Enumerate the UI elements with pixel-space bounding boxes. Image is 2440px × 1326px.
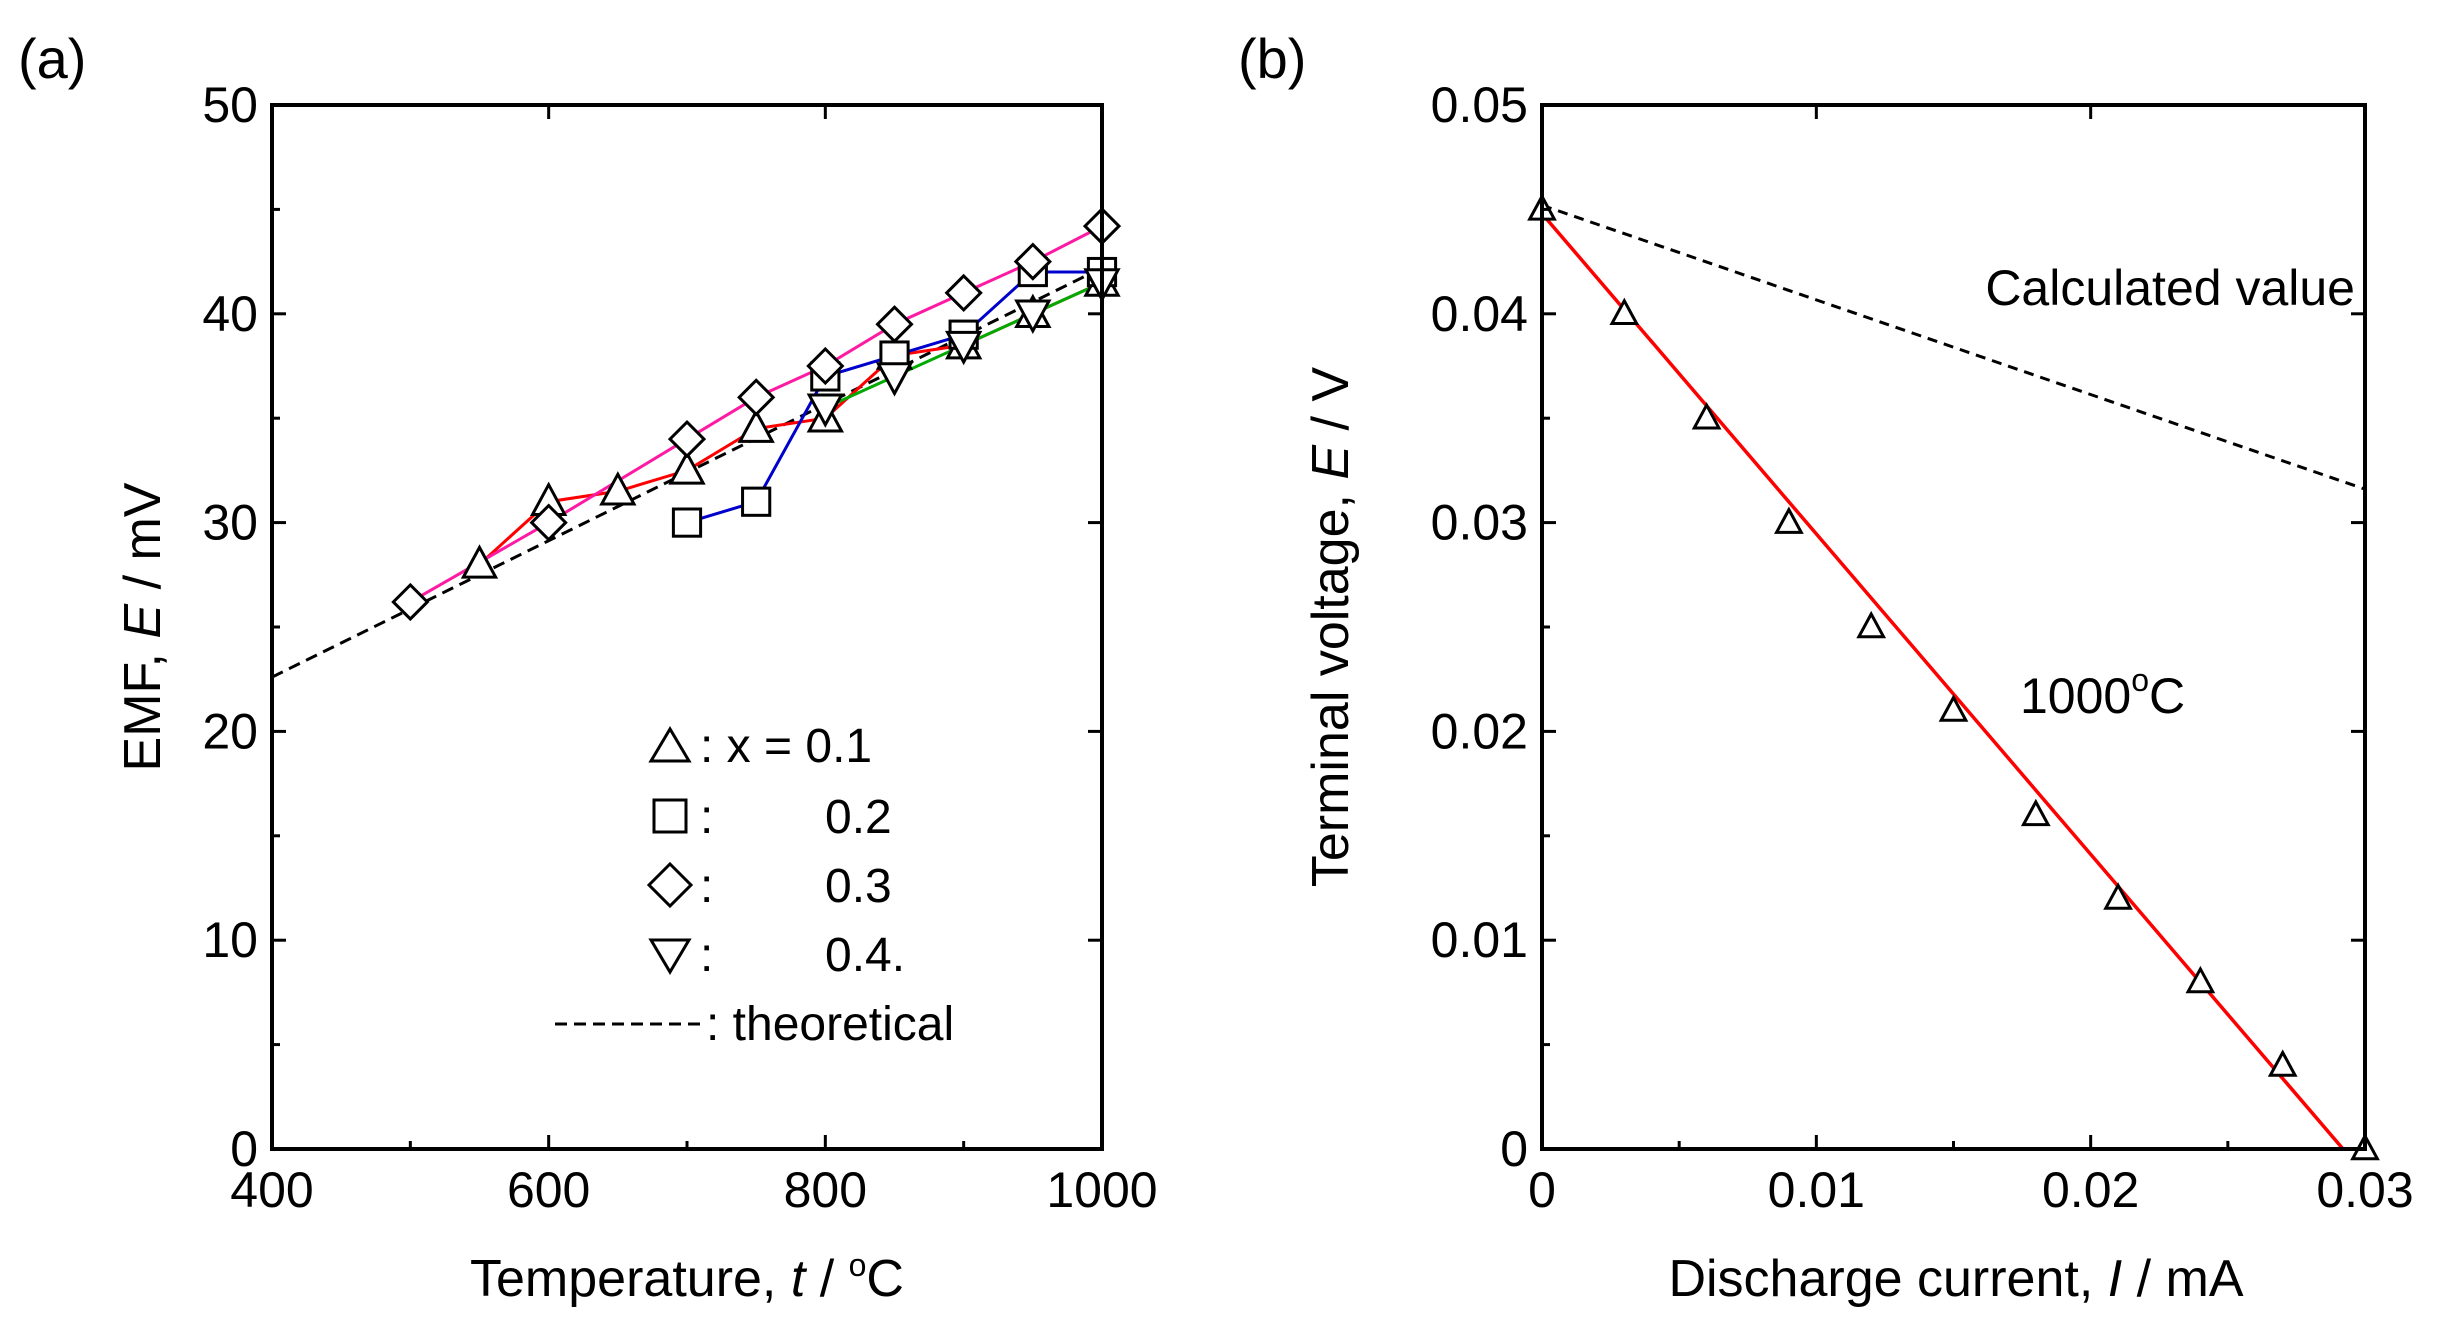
panel-b-y-axis-title: Terminal voltage, E / V <box>1302 367 1360 888</box>
series-3-point-0 <box>806 393 845 428</box>
series-0-point-3 <box>668 450 706 485</box>
legend-entry-4-value: 0.4. <box>825 929 905 982</box>
panel-b-label: (b) <box>1238 27 1306 90</box>
calculated-value-label: Calculated value <box>1985 260 2355 316</box>
panel-b-x-axis-title: Discharge current, I / mA <box>1668 1250 2243 1308</box>
b-y-tick-label-3: 0.03 <box>1431 495 1528 551</box>
panel-a: (a) 400 600 800 1000 0 10 20 30 40 50 Temperature… <box>18 27 1158 1308</box>
series-2-point-0 <box>391 582 430 622</box>
y-tick-label-30: 30 <box>202 495 258 551</box>
b-x-tick-label-0: 0 <box>1528 1162 1556 1218</box>
x-tick-label-800: 800 <box>784 1162 867 1218</box>
legend-entry-2-prefix: : <box>700 791 713 844</box>
measured-point-6 <box>2020 798 2051 827</box>
y-tick-label-40: 40 <box>202 286 258 342</box>
measured-point-9 <box>2267 1049 2298 1077</box>
measured-point-3 <box>1774 506 1804 534</box>
panel-a-x-axis-title: Temperature, t / oC <box>470 1247 904 1308</box>
legend-diamond-icon <box>646 861 694 909</box>
measured-point-4 <box>1856 610 1887 639</box>
b-x-tick-label-1: 0.01 <box>1768 1162 1865 1218</box>
series-3-point-3 <box>1014 299 1052 334</box>
measured-point-5 <box>1938 694 1969 722</box>
series-2-point-7 <box>1013 242 1052 281</box>
panel-a-label: (a) <box>18 27 86 90</box>
series-2-point-3 <box>737 378 776 417</box>
series-0-point-0 <box>460 544 499 579</box>
series-1-point-0 <box>671 507 703 538</box>
panel-a-plot-frame <box>270 103 1104 1151</box>
series-3-point-1 <box>875 362 914 397</box>
x-tick-label-400: 400 <box>230 1162 313 1218</box>
panel-b-lines <box>1540 203 2366 1151</box>
fit-line-1000C <box>1540 212 2345 1151</box>
measured-point-7 <box>2103 882 2133 910</box>
b-y-tick-label-4: 0.04 <box>1431 286 1528 342</box>
legend-entry-5: : theoretical <box>706 998 954 1051</box>
b-y-tick-label-5: 0.05 <box>1431 77 1528 133</box>
y-tick-label-20: 20 <box>202 703 258 759</box>
series-1-point-1 <box>741 486 772 517</box>
y-tick-label-0: 0 <box>230 1121 258 1177</box>
panel-a-legend: : x = 0.1 : 0.2 : 0.3 : 0.4. : theoretic… <box>555 720 954 1051</box>
legend-entry-2-value: 0.2 <box>825 791 892 844</box>
b-x-tick-label-2: 0.02 <box>2042 1162 2139 1218</box>
legend-entry-3-prefix: : <box>700 860 713 913</box>
panel-a-y-axis-title: EMF, E / mV <box>114 482 172 771</box>
legend-triangle-up-icon <box>648 726 692 763</box>
x-tick-label-600: 600 <box>507 1162 590 1218</box>
legend-square-icon <box>652 798 688 834</box>
series-0-point-2 <box>599 471 637 506</box>
panel-b-markers <box>1527 193 2380 1161</box>
calculated-value-line <box>1541 203 2366 491</box>
measured-point-2 <box>1691 402 1722 430</box>
legend-triangle-down-icon <box>648 938 692 975</box>
temperature-label: 1000oC <box>2020 662 2185 724</box>
series-2-point-1 <box>529 503 568 542</box>
legend-entry-1: : x = 0.1 <box>700 720 872 773</box>
b-y-tick-label-2: 0.02 <box>1431 703 1528 759</box>
measured-point-8 <box>2185 965 2216 994</box>
measured-point-1 <box>1609 297 1640 326</box>
series-2-point-5 <box>875 305 914 344</box>
series-0-point-4 <box>737 408 775 443</box>
x-tick-label-1000: 1000 <box>1046 1162 1157 1218</box>
panel-a-markers <box>391 206 1122 622</box>
legend-entry-3-value: 0.3 <box>825 860 892 913</box>
b-x-tick-label-3: 0.03 <box>2316 1162 2413 1218</box>
panel-b: (b) 0 0.01 0.02 0.03 0 0.01 0.02 0.03 0.04 0.05 C… <box>1238 27 2414 1308</box>
b-y-tick-label-1: 0.01 <box>1431 912 1528 968</box>
panel-b-ticks: 0 0.01 0.02 0.03 0 0.01 0.02 0.03 0.04 0.05 <box>1431 77 2414 1218</box>
y-tick-label-10: 10 <box>202 912 258 968</box>
series-2-point-2 <box>667 419 707 459</box>
y-tick-label-50: 50 <box>202 77 258 133</box>
series-2-point-4 <box>806 346 845 386</box>
panel-a-ticks: 400 600 800 1000 0 10 20 30 40 50 <box>202 77 1157 1218</box>
legend-entry-4-prefix: : <box>700 929 713 982</box>
series-3-point-2 <box>944 330 983 366</box>
b-y-tick-label-0: 0 <box>1500 1121 1528 1177</box>
series-2-point-6 <box>944 273 983 313</box>
